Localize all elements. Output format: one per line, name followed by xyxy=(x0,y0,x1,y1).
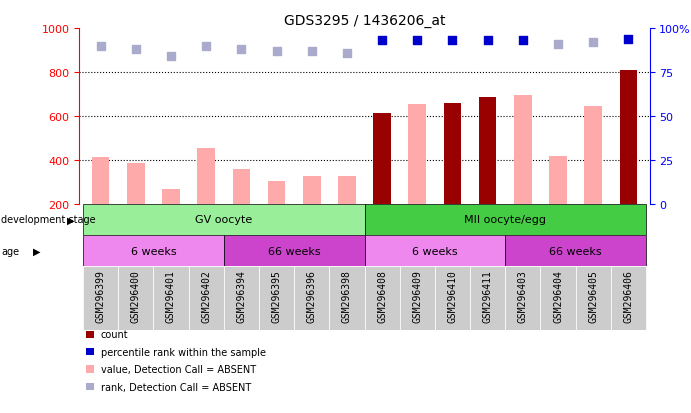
Point xyxy=(165,54,176,60)
Text: GSM296400: GSM296400 xyxy=(131,270,141,322)
Text: 66 weeks: 66 weeks xyxy=(268,246,321,256)
Bar xyxy=(479,98,496,204)
Text: GSM296406: GSM296406 xyxy=(623,270,634,322)
Bar xyxy=(399,266,435,330)
Point xyxy=(377,38,388,45)
Bar xyxy=(338,177,356,204)
Bar xyxy=(470,266,505,330)
Text: GSM296404: GSM296404 xyxy=(553,270,563,322)
Bar xyxy=(408,104,426,204)
Bar xyxy=(549,156,567,204)
Bar xyxy=(224,235,364,266)
Bar xyxy=(373,114,391,204)
Text: 66 weeks: 66 weeks xyxy=(549,246,602,256)
Bar xyxy=(259,266,294,330)
Bar xyxy=(267,181,285,204)
Point xyxy=(130,47,141,53)
Text: MII oocyte/egg: MII oocyte/egg xyxy=(464,215,547,225)
Text: GSM296403: GSM296403 xyxy=(518,270,528,322)
Bar xyxy=(505,266,540,330)
Text: GSM296398: GSM296398 xyxy=(342,270,352,322)
Bar xyxy=(364,204,646,235)
Text: GSM296410: GSM296410 xyxy=(448,270,457,322)
Point xyxy=(341,50,352,57)
Point xyxy=(553,41,564,48)
Bar xyxy=(444,104,462,204)
Text: ▶: ▶ xyxy=(33,246,41,256)
Point xyxy=(306,48,317,55)
Text: 6 weeks: 6 weeks xyxy=(131,246,176,256)
Text: rank, Detection Call = ABSENT: rank, Detection Call = ABSENT xyxy=(101,382,251,392)
Bar xyxy=(303,177,321,204)
Text: GSM296402: GSM296402 xyxy=(201,270,211,322)
Text: GSM296401: GSM296401 xyxy=(166,270,176,322)
Point xyxy=(623,36,634,43)
Point xyxy=(588,40,599,46)
Bar xyxy=(435,266,470,330)
Text: GSM296408: GSM296408 xyxy=(377,270,387,322)
Text: GSM296395: GSM296395 xyxy=(272,270,281,322)
Bar xyxy=(83,235,224,266)
Bar xyxy=(364,266,399,330)
Text: GSM296399: GSM296399 xyxy=(95,270,106,322)
Bar xyxy=(611,266,646,330)
Bar xyxy=(514,96,531,204)
Bar xyxy=(162,189,180,204)
Bar xyxy=(83,266,118,330)
Point xyxy=(271,48,282,55)
Bar xyxy=(233,169,250,204)
Point xyxy=(412,38,423,45)
Text: 6 weeks: 6 weeks xyxy=(412,246,457,256)
Bar xyxy=(83,204,364,235)
Point xyxy=(518,38,529,45)
Bar xyxy=(198,149,215,204)
Point xyxy=(447,38,458,45)
Bar xyxy=(585,107,602,204)
Text: development stage: development stage xyxy=(1,215,96,225)
Point xyxy=(200,43,211,50)
Bar xyxy=(294,266,330,330)
Text: count: count xyxy=(101,330,129,339)
Point xyxy=(482,38,493,45)
Bar xyxy=(364,235,505,266)
Bar xyxy=(153,266,189,330)
Text: percentile rank within the sample: percentile rank within the sample xyxy=(101,347,266,357)
Text: GSM296396: GSM296396 xyxy=(307,270,316,322)
Bar xyxy=(189,266,224,330)
Point xyxy=(236,47,247,53)
Bar xyxy=(127,164,144,204)
Text: GSM296405: GSM296405 xyxy=(588,270,598,322)
Title: GDS3295 / 1436206_at: GDS3295 / 1436206_at xyxy=(284,14,445,28)
Bar xyxy=(330,266,364,330)
Text: GSM296394: GSM296394 xyxy=(236,270,246,322)
Text: ▶: ▶ xyxy=(67,215,75,225)
Bar xyxy=(118,266,153,330)
Text: age: age xyxy=(1,246,19,256)
Bar xyxy=(576,266,611,330)
Text: value, Detection Call = ABSENT: value, Detection Call = ABSENT xyxy=(101,364,256,374)
Text: GSM296411: GSM296411 xyxy=(483,270,493,322)
Bar xyxy=(505,235,646,266)
Bar xyxy=(540,266,576,330)
Text: GSM296409: GSM296409 xyxy=(413,270,422,322)
Text: GV oocyte: GV oocyte xyxy=(195,215,252,225)
Bar xyxy=(92,157,109,204)
Bar xyxy=(620,71,637,204)
Point xyxy=(95,43,106,50)
Bar xyxy=(224,266,259,330)
